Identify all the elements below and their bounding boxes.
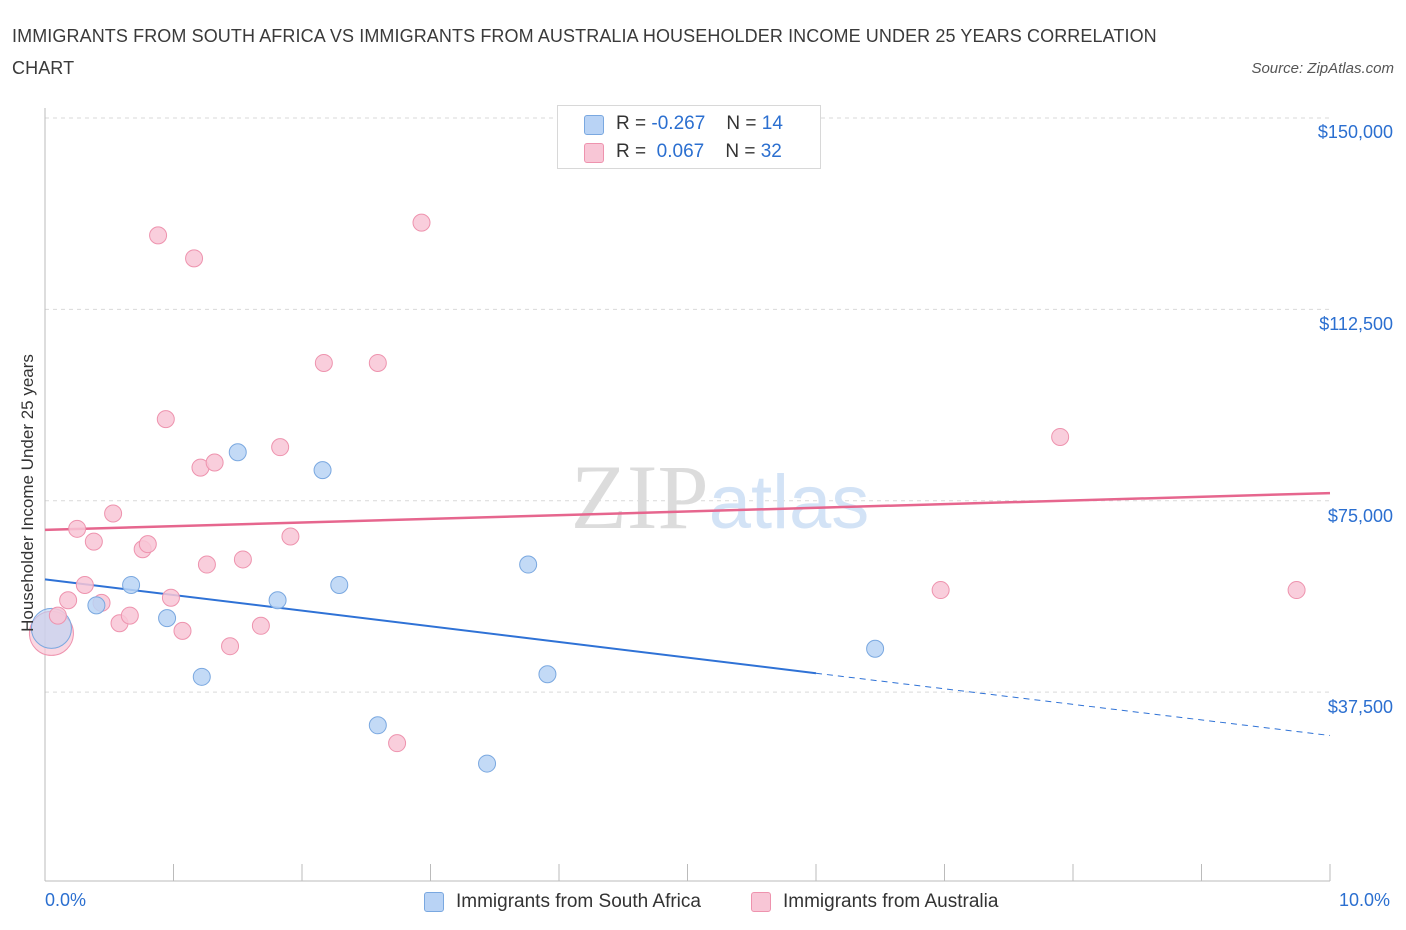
x-tick-label-min: 0.0% xyxy=(45,890,87,910)
point-south-africa-7 xyxy=(313,461,332,480)
point-south-africa-2 xyxy=(122,575,141,594)
n-value-south-africa: 14 xyxy=(761,113,783,134)
point-australia-12 xyxy=(149,226,168,245)
point-south-africa-5 xyxy=(228,443,247,462)
point-australia-19 xyxy=(205,453,224,472)
point-south-africa-13 xyxy=(866,639,885,658)
point-australia-31 xyxy=(1287,581,1306,600)
watermark: ZIPatlas xyxy=(571,446,870,548)
r-label: R = xyxy=(616,113,647,134)
y-tick-label-37500: $37,500 xyxy=(1327,697,1393,717)
south-africa-swatch xyxy=(584,115,604,135)
australia-legend-swatch xyxy=(751,892,771,912)
point-australia-29 xyxy=(931,581,950,600)
point-south-africa-10 xyxy=(478,754,497,773)
point-australia-23 xyxy=(271,438,290,457)
point-australia-21 xyxy=(233,550,252,569)
y-tick-label-75000: $75,000 xyxy=(1327,506,1393,526)
axes xyxy=(44,108,1331,882)
point-australia-25 xyxy=(314,353,333,372)
point-australia-18 xyxy=(197,555,216,574)
r-value-south-africa: -0.267 xyxy=(651,113,706,134)
point-australia-3 xyxy=(68,519,87,538)
n-value-australia: 32 xyxy=(760,141,782,162)
data-points xyxy=(28,213,1306,773)
source-label: Source: ZipAtlas.com xyxy=(1251,60,1394,77)
trend-line-south-africa xyxy=(44,578,817,675)
point-australia-2 xyxy=(59,591,78,610)
south-africa-legend-swatch xyxy=(424,892,444,912)
point-south-africa-4 xyxy=(192,667,211,686)
y-tick-label-150000: $150,000 xyxy=(1317,122,1393,142)
point-australia-4 xyxy=(75,575,94,594)
point-south-africa-12 xyxy=(538,665,557,684)
point-australia-14 xyxy=(161,588,180,607)
point-australia-9 xyxy=(120,606,139,625)
point-australia-24 xyxy=(281,527,300,546)
y-axis-title: Householder Income Under 25 years xyxy=(18,354,37,632)
legend-label-south-africa: Immigrants from South Africa xyxy=(456,891,701,912)
r-label: R = xyxy=(616,141,647,162)
point-australia-27 xyxy=(388,734,407,753)
n-label: N = xyxy=(726,113,757,134)
australia-swatch xyxy=(584,143,604,163)
point-south-africa-1 xyxy=(87,596,106,615)
point-australia-28 xyxy=(412,213,431,232)
point-australia-20 xyxy=(221,637,240,656)
point-south-africa-11 xyxy=(519,555,538,574)
grid-lines xyxy=(45,117,1330,693)
point-australia-5 xyxy=(84,532,103,551)
point-australia-11 xyxy=(138,535,157,554)
point-australia-30 xyxy=(1051,427,1070,446)
point-australia-15 xyxy=(173,621,192,640)
point-australia-22 xyxy=(251,616,270,635)
x-tick-label-max: 10.0% xyxy=(1339,890,1391,910)
point-australia-26 xyxy=(368,353,387,372)
point-south-africa-8 xyxy=(330,575,349,594)
point-south-africa-6 xyxy=(268,591,287,610)
point-australia-1 xyxy=(48,606,67,625)
chart-title: IMMIGRANTS FROM SOUTH AFRICA VS IMMIGRAN… xyxy=(12,26,1157,78)
watermark-atlas: atlas xyxy=(709,460,870,545)
stats-legend: R = -0.267 N = 14 R = 0.067 N = 32 xyxy=(557,105,821,169)
legend-label-australia: Immigrants from Australia xyxy=(783,891,999,912)
trend-line-australia xyxy=(44,491,1331,532)
r-value-australia: 0.067 xyxy=(656,141,705,162)
watermark-zip: ZIP xyxy=(571,446,709,548)
trend-line-south-africa-extrapolated xyxy=(815,672,1331,736)
point-australia-7 xyxy=(104,504,123,523)
point-australia-13 xyxy=(156,410,175,429)
point-australia-16 xyxy=(185,249,204,268)
point-south-africa-9 xyxy=(368,716,387,735)
n-label: N = xyxy=(725,141,756,162)
y-tick-label-112500: $112,500 xyxy=(1319,314,1393,334)
point-south-africa-3 xyxy=(158,609,177,628)
